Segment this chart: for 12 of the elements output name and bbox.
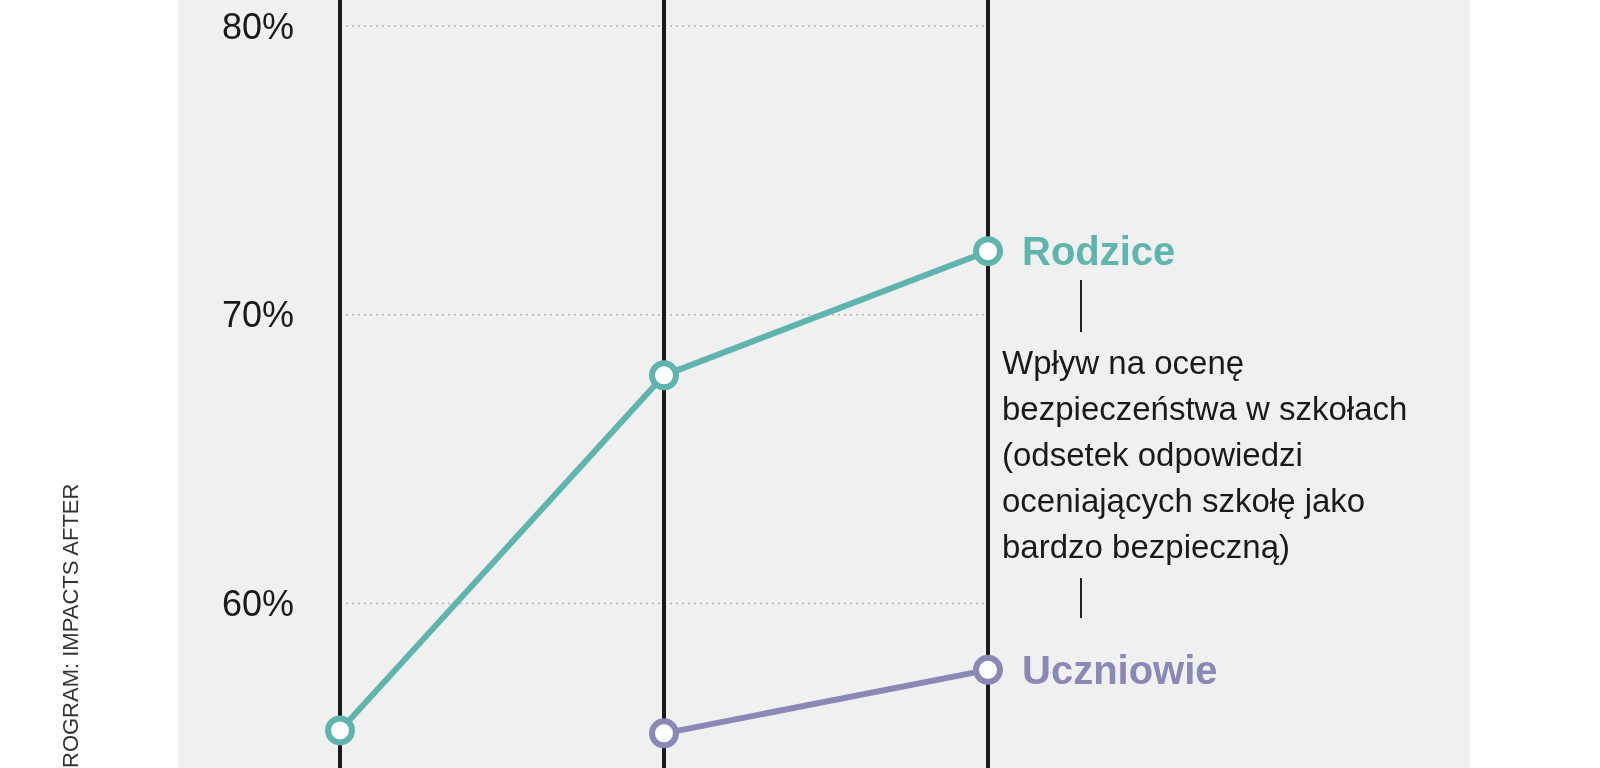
y-tick-label: 70% bbox=[221, 294, 294, 336]
text: ROGRAM: IMPACTS AFTER bbox=[58, 483, 84, 768]
point bbox=[325, 715, 355, 746]
y-tick-label: 60% bbox=[221, 583, 294, 625]
point bbox=[973, 236, 1003, 267]
point bbox=[649, 360, 679, 391]
text: Wpływ na ocenę bezpieczeństwa w szkołach (odsetek odpowiedzi oceniających szkołę jako bardzo bezpieczną) bbox=[1002, 343, 1409, 567]
point bbox=[649, 718, 679, 749]
series-label: Uczniowie bbox=[1022, 647, 1218, 692]
y-tick-label: 80% bbox=[221, 5, 294, 47]
series-label: Rodzice bbox=[1022, 229, 1176, 274]
point bbox=[973, 654, 1003, 685]
